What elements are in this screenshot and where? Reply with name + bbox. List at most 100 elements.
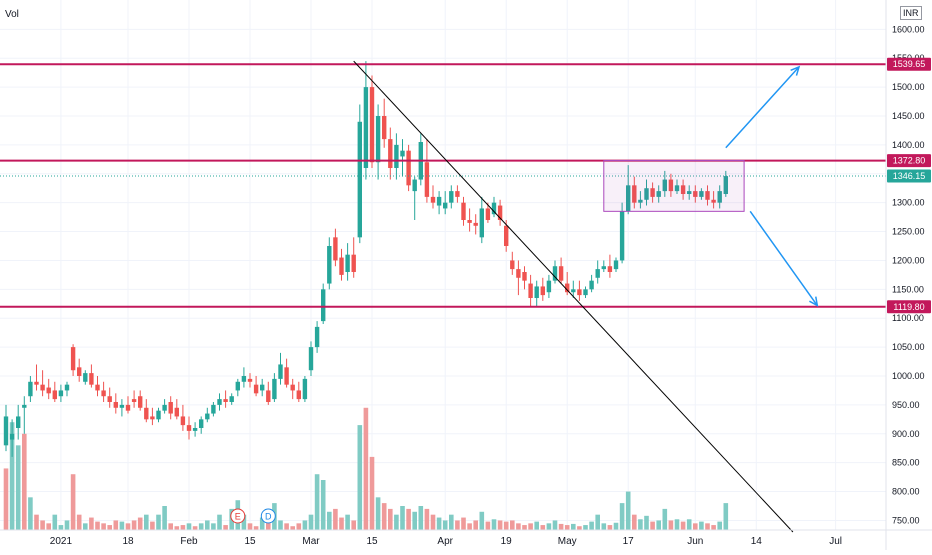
volume-bar [638, 519, 643, 530]
volume-bar [430, 514, 436, 530]
candle-body [601, 266, 606, 270]
volume-bar [40, 520, 45, 530]
volume-bar [552, 520, 558, 530]
y-tick-label: 1100.00 [892, 313, 924, 323]
volume-bar [89, 517, 94, 530]
projection-arrow [725, 66, 800, 149]
candle-body [644, 188, 649, 200]
volume-bar [22, 433, 27, 530]
x-tick-label: Feb [180, 536, 198, 547]
x-tick-label: Jul [829, 536, 842, 547]
volume-bar [424, 508, 430, 530]
candle-body [382, 116, 387, 140]
event-marker [230, 508, 246, 524]
candle-body [70, 347, 76, 371]
candle-body [52, 390, 57, 400]
volume-bar [333, 508, 338, 530]
candle-body [217, 399, 222, 405]
candle-body [656, 191, 661, 197]
candle-body [144, 407, 149, 420]
x-tick-label: 15 [366, 536, 378, 547]
candle-body [83, 373, 88, 382]
volume-bar [278, 520, 283, 530]
volume-bar [442, 520, 448, 530]
candle-body [595, 269, 600, 278]
volume-bar [327, 511, 332, 530]
candle-body [89, 373, 94, 385]
candle-body [272, 378, 277, 400]
volume-bar [510, 520, 515, 530]
volume-bar [46, 523, 51, 530]
x-tick-label: Jun [687, 536, 703, 547]
x-tick-label: 2021 [50, 536, 73, 547]
x-tick-label: 14 [751, 536, 763, 547]
candle-body [296, 390, 301, 400]
candle-body [467, 220, 472, 223]
candle-body [223, 399, 228, 402]
candle-body [302, 378, 308, 400]
volume-bar [449, 514, 454, 530]
event-marker [260, 508, 276, 524]
candle-body [290, 384, 295, 391]
volume-bar [577, 526, 582, 530]
candle-body [186, 425, 192, 431]
volume-bar [253, 526, 259, 530]
candle-body [168, 402, 173, 414]
volume-bar [95, 521, 100, 530]
candle-body [34, 381, 39, 385]
candle-body [150, 416, 155, 420]
candle-body [461, 202, 466, 220]
candle-body [357, 121, 362, 238]
candle-body [16, 416, 21, 428]
volume-bar [162, 506, 167, 530]
volume-bar [70, 474, 76, 530]
candle-body [546, 280, 552, 293]
volume-bars [3, 407, 729, 530]
price-labels: 1539.65 1372.80 1119.80 1346.15 [887, 57, 931, 314]
candle-body [650, 188, 655, 197]
volume-label: Vol [5, 9, 19, 20]
candle-body [662, 179, 667, 192]
currency-badge[interactable]: INR [900, 6, 922, 20]
candle-body [436, 196, 442, 206]
candlesticks [3, 61, 728, 457]
candle-body [229, 396, 234, 402]
candle-body [40, 384, 45, 391]
y-tick-label: 750.00 [892, 515, 920, 525]
volume-bar [516, 523, 521, 530]
y-tick-label: 1450.00 [892, 111, 925, 121]
candle-body [522, 272, 527, 281]
arrow-head [809, 296, 819, 307]
candle-body [516, 269, 521, 278]
candle-body [558, 266, 564, 281]
candle-body [64, 384, 70, 391]
volume-bar [308, 514, 314, 530]
candle-body [131, 399, 137, 402]
candle-body [406, 150, 411, 186]
volume-bar [619, 503, 625, 530]
volume-bar [107, 525, 112, 530]
level-price-label: 1539.65 [893, 59, 926, 69]
volume-bar [339, 517, 344, 530]
volume-bar [479, 511, 485, 530]
volume-bar [296, 523, 302, 530]
candle-body [607, 266, 613, 272]
event-marker-label: D [265, 512, 272, 522]
volume-bar [406, 508, 411, 530]
candle-body [680, 185, 686, 194]
candle-body [552, 266, 558, 281]
y-tick-label: 1300.00 [892, 198, 925, 208]
price-axis: 1600.001550.001500.001450.001400.001350.… [885, 0, 925, 550]
candle-body [443, 202, 448, 209]
volume-bar [723, 503, 729, 530]
candle-body [510, 260, 515, 270]
volume-bar [83, 523, 88, 530]
candle-body [247, 378, 253, 382]
last-price-label: 1346.15 [893, 171, 926, 181]
volume-bar [705, 523, 710, 530]
volume-bar [625, 491, 631, 530]
volume-bar [400, 506, 405, 530]
